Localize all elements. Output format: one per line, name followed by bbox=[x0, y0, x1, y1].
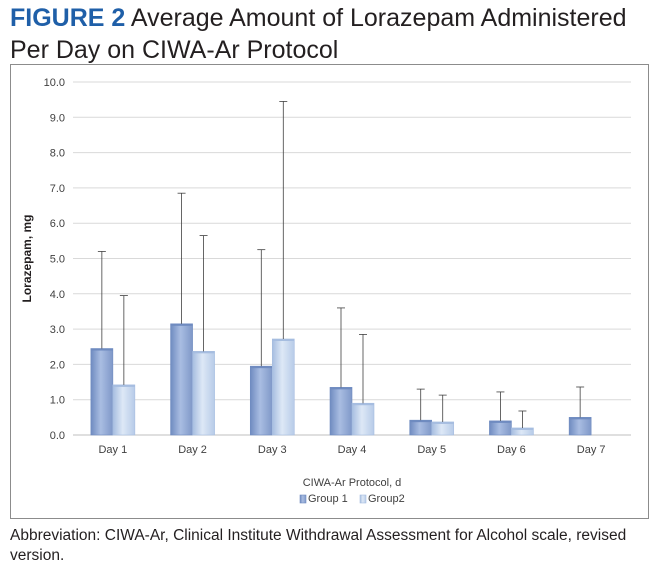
legend-label-1: Group 1 bbox=[308, 493, 348, 505]
bar-1-4 bbox=[329, 387, 353, 436]
x-tick-label: Day 2 bbox=[178, 444, 207, 456]
y-tick-label: 9.0 bbox=[50, 112, 65, 124]
bar-1-7 bbox=[568, 417, 592, 436]
x-tick-label: Day 4 bbox=[338, 444, 367, 456]
y-tick-label: 1.0 bbox=[50, 395, 65, 407]
bar-top-2-6 bbox=[511, 427, 534, 430]
bar-top-1-4 bbox=[330, 387, 352, 390]
figure-caption: Abbreviation: CIWA-Ar, Clinical Institut… bbox=[10, 527, 627, 564]
bar-top-2-4 bbox=[352, 403, 374, 406]
x-tick-label: Day 7 bbox=[577, 444, 606, 456]
y-tick-label: 4.0 bbox=[50, 289, 65, 301]
y-tick-label: 7.0 bbox=[50, 183, 65, 195]
figure-title-text: Average Amount of Lorazepam Administered… bbox=[10, 4, 627, 64]
y-tick-label: 5.0 bbox=[50, 254, 65, 266]
y-tick-label: 3.0 bbox=[50, 324, 65, 336]
bar-top-2-1 bbox=[112, 384, 135, 387]
chart-frame: 0.0 1.0 2.0 3.0 4.0 5.0 6.0 7.0 8.0 9.0 10.0 Loraze… bbox=[10, 64, 649, 519]
bar-chart: 0.0 1.0 2.0 3.0 4.0 5.0 6.0 7.0 8.0 9.0 10.0 Loraze… bbox=[20, 77, 631, 505]
y-tick-label: 8.0 bbox=[50, 148, 65, 160]
bar-2-3 bbox=[271, 338, 295, 436]
figure-label: FIGURE 2 bbox=[10, 4, 126, 32]
y-tick-label: 6.0 bbox=[50, 218, 65, 230]
bar-top-1-2 bbox=[170, 323, 193, 326]
x-tick-label: Day 1 bbox=[98, 444, 127, 456]
y-tick-label: 10.0 bbox=[44, 77, 65, 89]
bar-top-1-3 bbox=[250, 366, 273, 369]
x-tick-label: Day 5 bbox=[417, 444, 446, 456]
figure-title: FIGURE 2 Average Amount of Lorazepam Adm… bbox=[10, 2, 660, 66]
legend-swatch-1 bbox=[299, 494, 307, 504]
bar-2-1 bbox=[112, 384, 136, 436]
bar-2-4 bbox=[351, 402, 375, 436]
y-tick-label: 0.0 bbox=[50, 430, 65, 442]
bar-1-5 bbox=[409, 419, 433, 436]
y-tick-label: 2.0 bbox=[50, 359, 65, 371]
legend-swatch-2 bbox=[359, 494, 367, 504]
bar-top-1-1 bbox=[90, 348, 113, 351]
bar-top-1-5 bbox=[409, 420, 432, 423]
bar-1-3 bbox=[249, 365, 273, 436]
bar-top-2-3 bbox=[272, 338, 295, 341]
bar-top-2-5 bbox=[431, 421, 454, 424]
bar-2-2 bbox=[192, 351, 215, 436]
bar-top-1-7 bbox=[569, 417, 592, 420]
legend-label-2: Group2 bbox=[368, 493, 405, 505]
bar-top-2-2 bbox=[192, 351, 215, 354]
bar-1-2 bbox=[170, 323, 193, 436]
bar-top-1-6 bbox=[489, 420, 512, 423]
x-axis-title: CIWA-Ar Protocol, d bbox=[303, 477, 402, 489]
x-tick-label: Day 6 bbox=[497, 444, 526, 456]
x-tick-label: Day 3 bbox=[258, 444, 287, 456]
y-axis-title: Lorazepam, mg bbox=[20, 214, 34, 302]
bar-1-6 bbox=[489, 420, 512, 436]
bar-1-1 bbox=[90, 348, 114, 436]
